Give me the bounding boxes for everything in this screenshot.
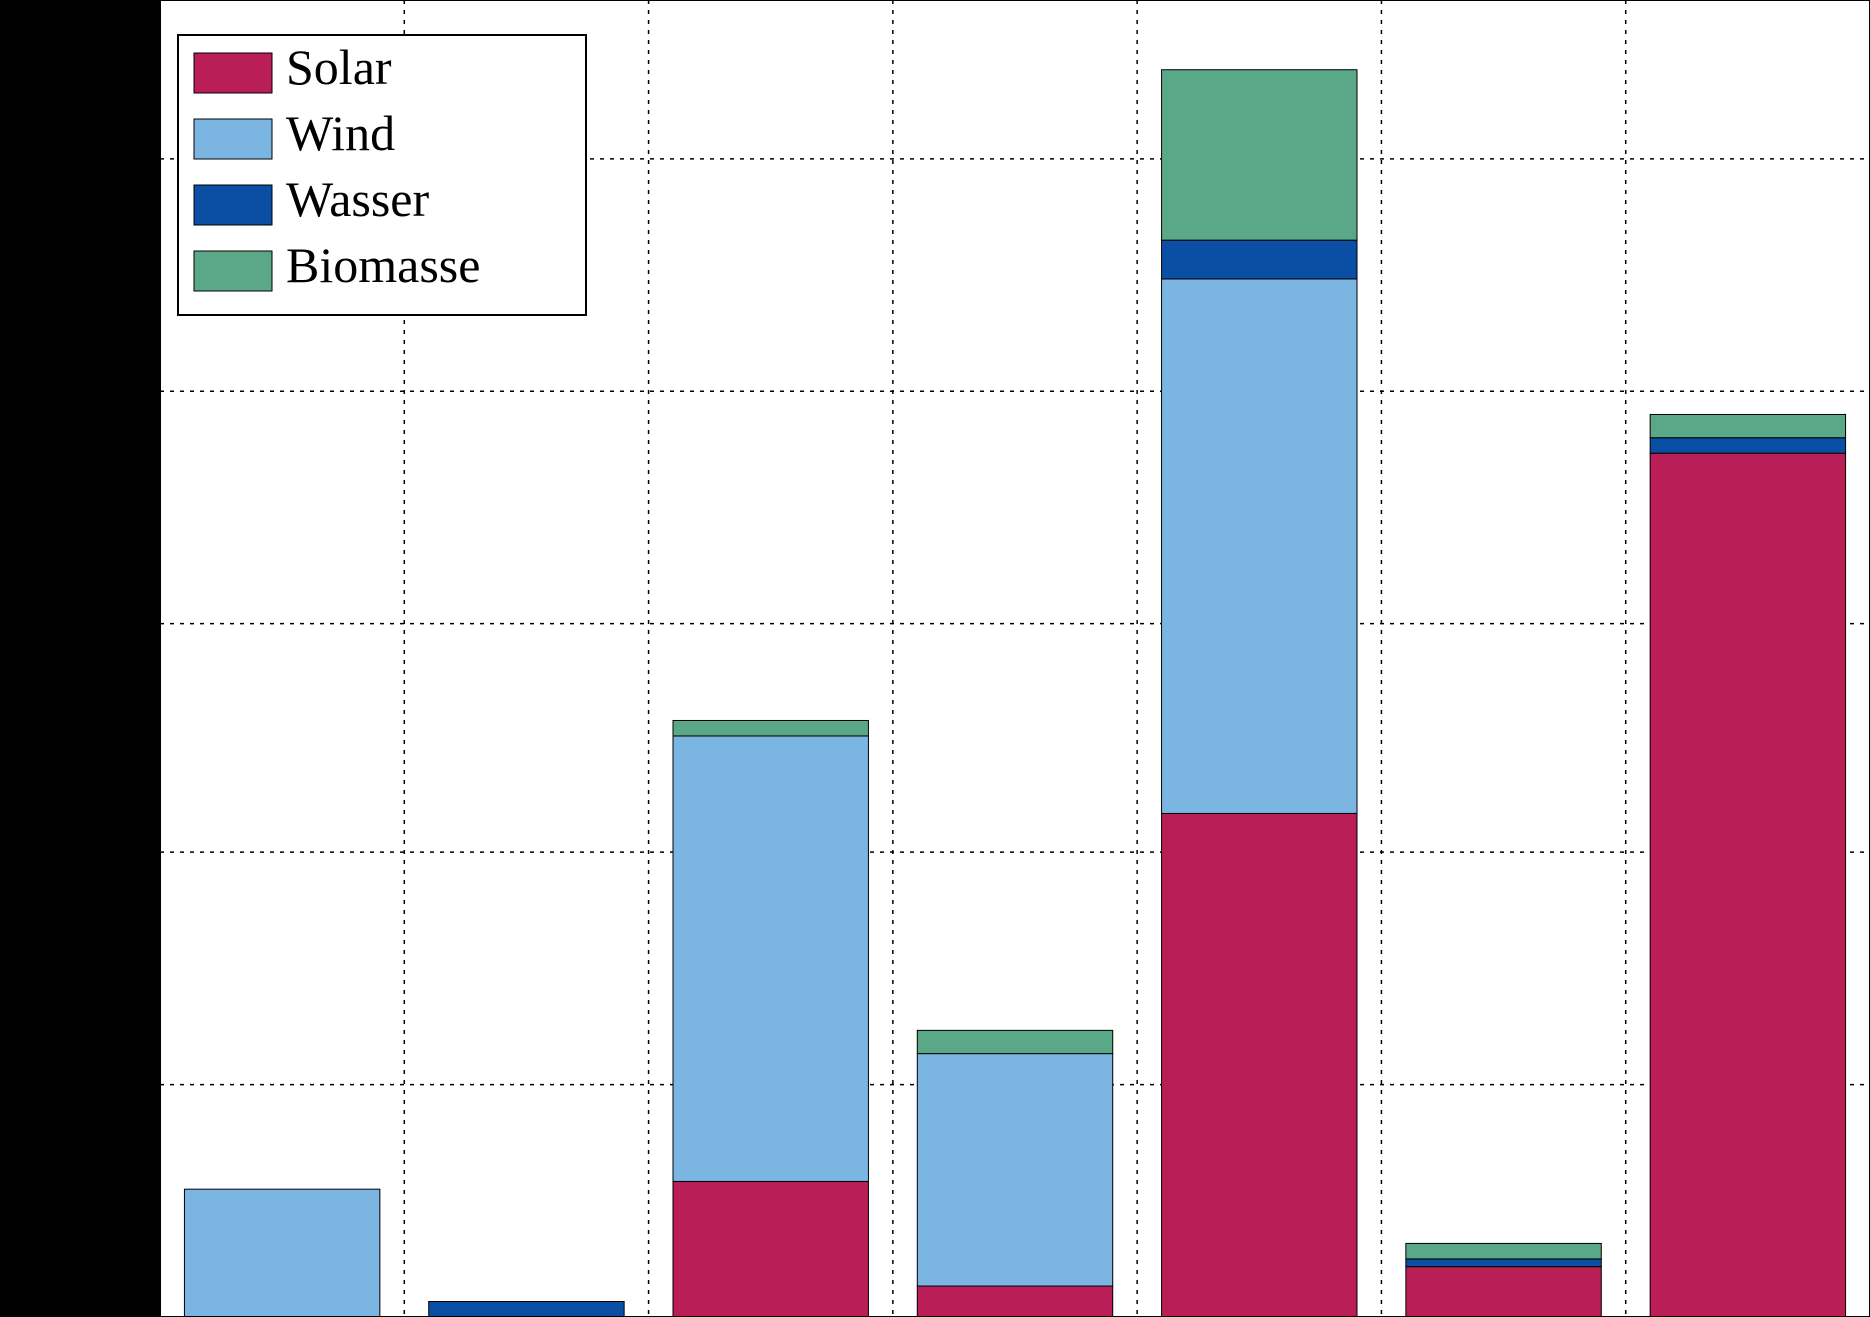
legend-swatch-wind xyxy=(194,119,272,159)
bar-biomasse xyxy=(1650,414,1845,437)
legend-swatch-biomasse xyxy=(194,251,272,291)
stacked-bar-chart: Solar Wind Wasser Biomasse xyxy=(0,0,1870,1317)
bar-solar xyxy=(673,1181,868,1317)
legend: Solar Wind Wasser Biomasse xyxy=(178,35,586,315)
bar-biomasse xyxy=(673,720,868,735)
bar-solar xyxy=(917,1286,1112,1317)
chart-container: Solar Wind Wasser Biomasse xyxy=(0,0,1870,1317)
bar-wasser xyxy=(1162,240,1357,279)
bar-solar xyxy=(1650,453,1845,1317)
bar-biomasse xyxy=(1406,1243,1601,1258)
legend-swatch-solar xyxy=(194,53,272,93)
bar-wasser xyxy=(429,1302,624,1317)
bar-wind xyxy=(917,1054,1112,1286)
bar-biomasse xyxy=(917,1030,1112,1053)
bar-wasser xyxy=(1406,1259,1601,1267)
bar-wind xyxy=(1162,279,1357,814)
bar-wind xyxy=(184,1189,379,1317)
bar-wasser xyxy=(1650,438,1845,453)
legend-label-solar: Solar xyxy=(286,39,392,95)
legend-swatch-wasser xyxy=(194,185,272,225)
bar-solar xyxy=(1162,813,1357,1317)
bar-wind xyxy=(673,736,868,1181)
bar-solar xyxy=(1406,1267,1601,1317)
legend-label-biomasse: Biomasse xyxy=(286,237,480,293)
legend-label-wind: Wind xyxy=(286,105,395,161)
legend-label-wasser: Wasser xyxy=(286,171,429,227)
bar-biomasse xyxy=(1162,70,1357,240)
